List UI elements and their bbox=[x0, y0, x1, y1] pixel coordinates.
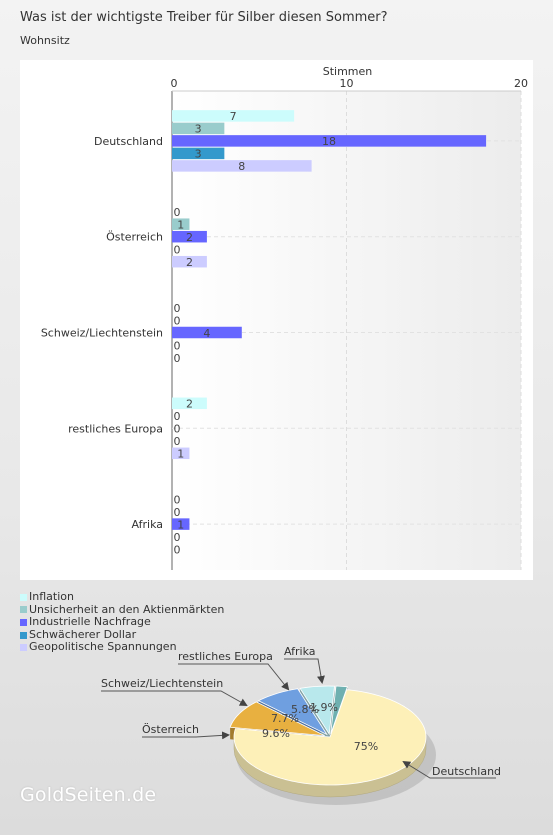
data-label: 7 bbox=[230, 110, 237, 123]
legend-item-geopolitische-spannungen: Geopolitische Spannungen bbox=[20, 641, 224, 654]
data-label: 1 bbox=[177, 518, 184, 531]
data-label: 0 bbox=[174, 352, 181, 365]
bar-industrielle-nachfrage-deutschland bbox=[172, 135, 487, 147]
bar-industrielle-nachfrage-schweiz-liechtenstein bbox=[172, 326, 242, 339]
data-label: 8 bbox=[238, 160, 245, 173]
data-label: 0 bbox=[174, 543, 181, 556]
y-tick-label-afrika: Afrika bbox=[131, 518, 163, 531]
legend-label: Geopolitische Spannungen bbox=[29, 640, 177, 654]
y-tick-label-deutschland: Deutschland bbox=[94, 135, 163, 148]
data-label: 0 bbox=[174, 493, 181, 506]
data-label: 2 bbox=[186, 398, 193, 411]
legend-label: Unsicherheit an den Aktienmärkten bbox=[29, 602, 225, 616]
data-label: 2 bbox=[186, 256, 193, 269]
data-label: 1 bbox=[177, 218, 184, 231]
legend-swatch bbox=[20, 618, 27, 626]
chart-subtitle: Wohnsitz bbox=[20, 34, 70, 47]
bar-unsicherheit-an-den-aktienmarkten-deutschland bbox=[172, 122, 225, 135]
bar-industrielle-nachfrage-osterreich bbox=[172, 230, 207, 243]
data-label: 0 bbox=[174, 506, 181, 519]
legend-swatch bbox=[20, 644, 27, 652]
data-label: 18 bbox=[322, 135, 336, 148]
data-label: 0 bbox=[174, 243, 181, 256]
data-label: 0 bbox=[174, 410, 181, 423]
bar-industrielle-nachfrage-afrika bbox=[172, 518, 190, 530]
data-label: 1 bbox=[177, 448, 184, 461]
legend-swatch bbox=[20, 631, 27, 639]
y-tick-label-restliches-europa: restliches Europa bbox=[68, 422, 163, 435]
y-tick-label-schweiz-liechtenstein: Schweiz/Liechtenstein bbox=[41, 327, 163, 340]
bar-geopolitische-spannungen-restliches-europa bbox=[172, 447, 190, 460]
data-label: 3 bbox=[195, 148, 202, 161]
legend-swatch bbox=[20, 593, 27, 601]
bar-geopolitische-spannungen-deutschland bbox=[172, 160, 312, 172]
x-tick-label: 0 bbox=[171, 77, 178, 90]
x-tick-label: 20 bbox=[514, 77, 528, 90]
data-label: 0 bbox=[174, 206, 181, 219]
legend-item-unsicherheit-an-den-aktienmarkten: Unsicherheit an den Aktienmärkten bbox=[20, 602, 225, 617]
legend-item-industrielle-nachfrage: Industrielle Nachfrage bbox=[20, 616, 224, 629]
bar-unsicherheit-an-den-aktienmarkten-osterreich bbox=[172, 218, 190, 230]
x-tick-label: 10 bbox=[340, 77, 354, 90]
data-label: 0 bbox=[174, 302, 181, 315]
data-label: 0 bbox=[174, 435, 181, 448]
data-label: 0 bbox=[174, 339, 181, 352]
data-label: 4 bbox=[203, 327, 210, 340]
site-logo: GoldSeiten.de bbox=[20, 784, 157, 806]
legend-label: Inflation bbox=[29, 590, 74, 603]
bar-schwacherer-dollar-deutschland bbox=[172, 147, 225, 160]
legend-item-schwacherer-dollar: Schwächerer Dollar bbox=[20, 627, 224, 642]
legend-item-inflation: Inflation bbox=[20, 590, 224, 604]
legend-swatch bbox=[20, 606, 27, 614]
bar-inflation-deutschland bbox=[172, 110, 295, 122]
y-tick-label-osterreich: Österreich bbox=[106, 231, 163, 244]
bar-geopolitische-spannungen-osterreich bbox=[172, 255, 207, 268]
data-label: 3 bbox=[195, 123, 202, 136]
data-label: 0 bbox=[174, 531, 181, 544]
chart-title: Was ist der wichtigste Treiber für Silbe… bbox=[20, 10, 388, 25]
data-label: 0 bbox=[174, 423, 181, 436]
data-label: 0 bbox=[174, 314, 181, 327]
legend: Inflation Unsicherheit an den Aktienmärkt… bbox=[20, 590, 225, 654]
legend-label: Schwächerer Dollar bbox=[29, 627, 137, 641]
bar-inflation-restliches-europa bbox=[172, 397, 207, 410]
data-label: 2 bbox=[186, 231, 193, 244]
legend-label: Industrielle Nachfrage bbox=[29, 615, 151, 629]
x-axis-title: Stimmen bbox=[323, 65, 373, 78]
